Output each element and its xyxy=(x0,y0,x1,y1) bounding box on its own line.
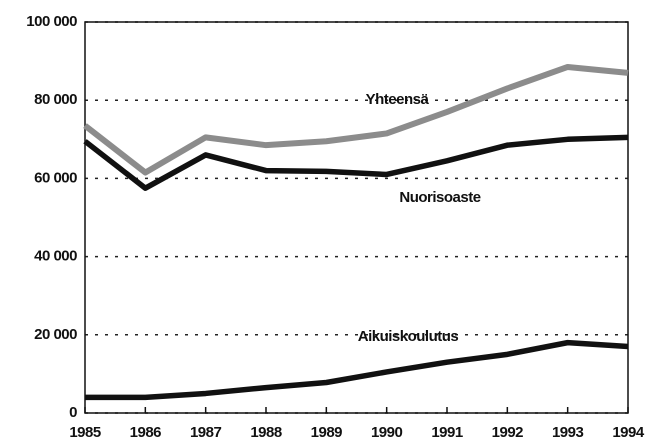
y-tick-label: 0 xyxy=(69,404,77,421)
y-tick-label: 80 000 xyxy=(34,91,77,108)
x-tick-label: 1993 xyxy=(552,424,584,441)
y-tick-label: 40 000 xyxy=(34,248,77,265)
x-tick-label: 1994 xyxy=(612,424,645,441)
series-line xyxy=(85,339,629,401)
plot-frame xyxy=(84,21,629,414)
x-tick-label: 1991 xyxy=(431,424,463,441)
series-line xyxy=(83,63,629,176)
y-tick-label: 100 000 xyxy=(26,13,77,30)
x-tick-label: 1985 xyxy=(69,424,101,441)
x-tick-label: 1992 xyxy=(492,424,524,441)
y-tick-label: 20 000 xyxy=(34,326,77,343)
series-line xyxy=(83,134,629,191)
y-tick-label: 60 000 xyxy=(34,169,77,186)
x-tick-label: 1986 xyxy=(130,424,162,441)
x-tick-label: 1989 xyxy=(311,424,343,441)
series-label: Aikuiskoulutus xyxy=(358,328,459,345)
series-label: Nuorisoaste xyxy=(399,189,480,206)
series-label: Yhteensä xyxy=(366,91,430,108)
x-tick-label: 1987 xyxy=(190,424,222,441)
x-tick-label: 1988 xyxy=(250,424,282,441)
x-tick-label: 1990 xyxy=(371,424,403,441)
